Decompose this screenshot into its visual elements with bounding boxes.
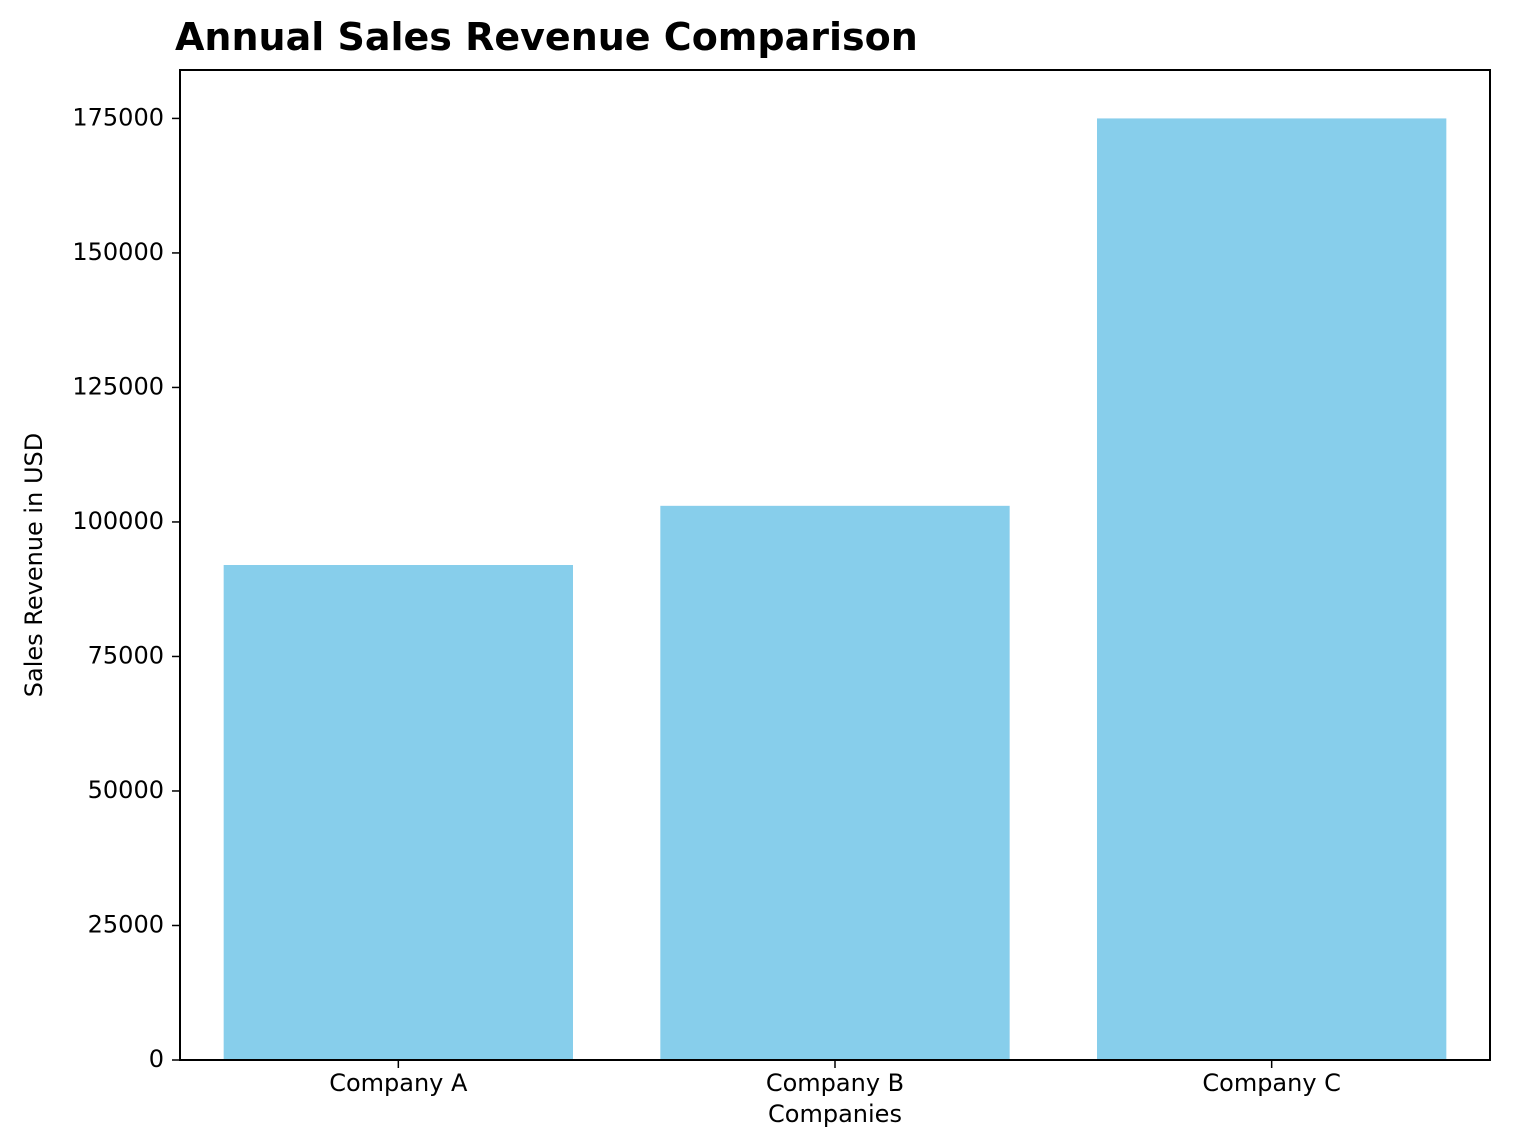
- chart-container: 0 25000 50000 75000 100000 125000 150000 175000…: [0, 0, 1536, 1148]
- x-tick-label: Company C: [1202, 1069, 1341, 1097]
- y-tick-label: 150000: [72, 238, 164, 266]
- x-axis-label: Companies: [768, 1100, 902, 1128]
- y-axis-label: Sales Revenue in USD: [20, 433, 48, 697]
- x-tick-label: Company B: [766, 1069, 904, 1097]
- y-tick-label: 75000: [88, 641, 164, 669]
- x-tick-label: Company A: [329, 1069, 468, 1097]
- y-tick-label: 50000: [88, 776, 164, 804]
- bar-chart: 0 25000 50000 75000 100000 125000 150000 175000…: [0, 0, 1536, 1148]
- y-tick-label: 125000: [72, 372, 164, 400]
- bar: [660, 506, 1009, 1060]
- y-tick-label: 100000: [72, 507, 164, 535]
- y-tick-label: 0: [149, 1045, 164, 1073]
- bar: [1097, 118, 1446, 1060]
- chart-title: Annual Sales Revenue Comparison: [175, 15, 918, 59]
- bar: [224, 565, 573, 1060]
- y-tick-label: 25000: [88, 910, 164, 938]
- y-tick-label: 175000: [72, 103, 164, 131]
